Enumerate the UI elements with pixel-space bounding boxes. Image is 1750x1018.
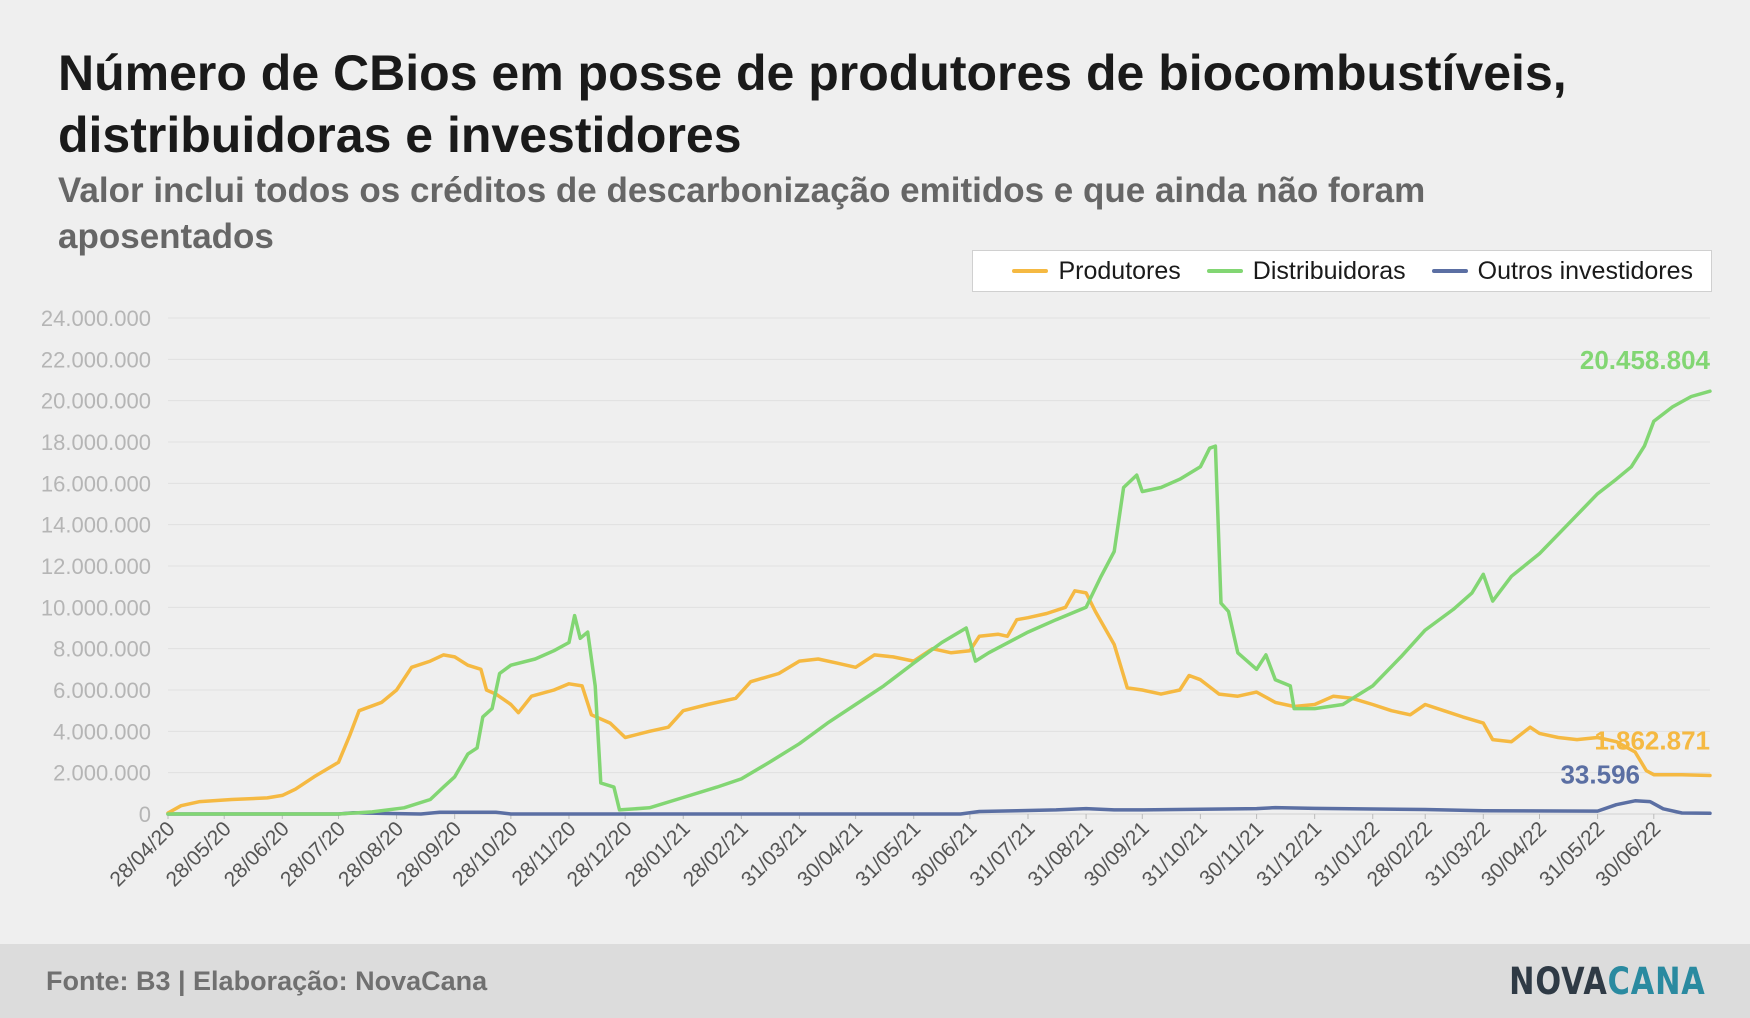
legend-item-produtores: Produtores <box>1012 256 1181 286</box>
y-tick-label: 16.000.000 <box>41 471 151 496</box>
chart-subtitle: Valor inclui todos os créditos de descar… <box>58 171 1426 256</box>
line-chart: 0 2.000.000 4.000.000 6.000.000 8.000.000 10.… <box>41 306 1712 891</box>
legend-label-distribuidoras: Distribuidoras <box>1252 256 1406 285</box>
legend-item-distribuidoras: Distribuidoras <box>1206 256 1406 286</box>
legend-label-produtores: Produtores <box>1058 256 1181 285</box>
y-tick-label: 20.000.000 <box>41 389 151 414</box>
source-note: Fonte: B3 | Elaboração: NovaCana <box>46 966 488 996</box>
y-tick-label: 24.000.000 <box>41 306 151 331</box>
y-tick-label: 22.000.000 <box>41 347 151 372</box>
series-line-outros <box>166 799 1712 816</box>
end-label-distribuidoras: 20.458.804 <box>1580 345 1711 375</box>
legend-label-outros: Outros investidores <box>1477 256 1693 285</box>
y-tick-label: 0 <box>139 802 151 827</box>
y-tick-label: 10.000.000 <box>41 595 151 620</box>
y-tick-label: 2.000.000 <box>53 761 151 786</box>
y-tick-label: 8.000.000 <box>53 637 151 662</box>
y-tick-label: 4.000.000 <box>53 719 151 744</box>
grid-layer <box>168 317 1710 815</box>
end-labels-layer: 1.862.871 20.458.804 33.596 <box>1560 345 1710 789</box>
legend-swatch-produtores <box>1012 269 1049 273</box>
y-tick-label: 12.000.000 <box>41 554 151 579</box>
series-line-distribuidoras <box>166 389 1712 816</box>
legend-swatch-outros <box>1431 269 1468 273</box>
end-label-outros: 33.596 <box>1560 759 1640 789</box>
x-axis-ticks: 28/04/2028/05/2028/06/2028/07/2028/08/20… <box>105 814 1665 891</box>
y-tick-label: 14.000.000 <box>41 513 151 538</box>
novacana-logo: NOVACANA <box>1509 960 1706 1003</box>
chart-legend: Produtores Distribuidoras Outros investi… <box>972 250 1712 292</box>
chart-title: Número de CBios em posse de produtores d… <box>58 45 1567 163</box>
series-layer <box>166 389 1712 816</box>
series-line-produtores <box>166 589 1712 815</box>
footer: Fonte: B3 | Elaboração: NovaCana NOVACAN… <box>0 944 1750 1018</box>
legend-swatch-distribuidoras <box>1206 269 1243 273</box>
y-axis-ticks: 0 2.000.000 4.000.000 6.000.000 8.000.000 10.… <box>41 306 151 827</box>
end-label-produtores: 1.862.871 <box>1594 726 1710 756</box>
y-tick-label: 6.000.000 <box>53 678 151 703</box>
y-tick-label: 18.000.000 <box>41 430 151 455</box>
legend-item-outros: Outros investidores <box>1431 256 1693 286</box>
